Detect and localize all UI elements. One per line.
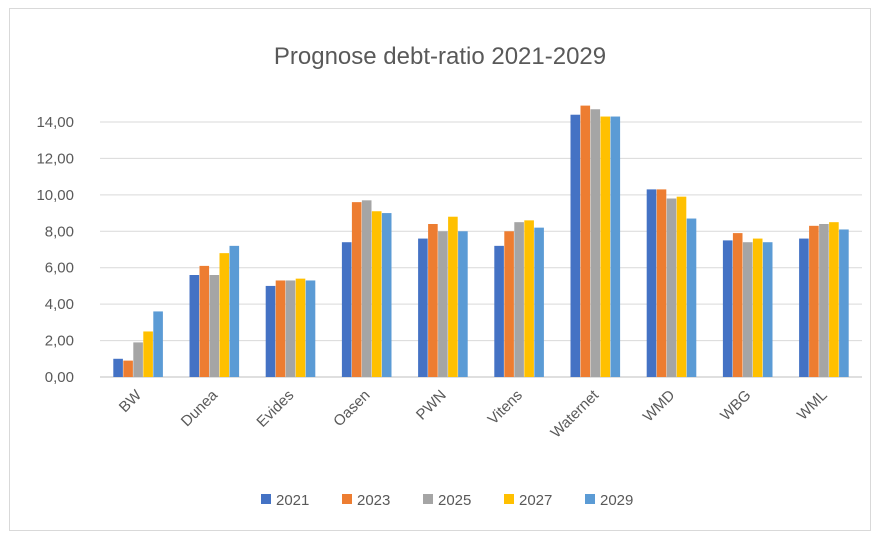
bar-vitens-2023 <box>504 231 514 377</box>
bar-waternet-2021 <box>570 114 581 377</box>
legend-swatch <box>423 494 433 504</box>
x-tick-label: Vitens <box>485 387 526 428</box>
y-tick-label: 10,00 <box>36 187 74 204</box>
bar-wml-2029 <box>839 229 849 377</box>
legend: 2021 2023 2025 2027 2029 <box>261 492 633 509</box>
bar-waternet-2027 <box>600 116 611 378</box>
bar-oasen-2029 <box>381 213 392 377</box>
x-tick-label: Waternet <box>547 386 602 441</box>
bar-wbg-2029 <box>762 242 773 377</box>
x-tick-label: PWN <box>413 387 450 424</box>
bar-dunea-2023 <box>199 265 210 377</box>
bar-oasen-2027 <box>371 211 382 377</box>
bar-wmd-2027 <box>676 196 687 377</box>
bar-wml-2027 <box>829 222 839 377</box>
bar-waternet-2025 <box>590 109 601 377</box>
legend-swatch <box>504 494 514 504</box>
y-tick-label: 12,00 <box>36 150 74 167</box>
legend-swatch <box>342 494 352 504</box>
bar-pwn-2023 <box>428 224 438 377</box>
bar-pwn-2025 <box>438 231 448 377</box>
bars <box>113 105 849 378</box>
y-tick-label: 2,00 <box>45 333 74 350</box>
x-tick-label: WBG <box>717 387 754 424</box>
y-axis-ticks: 0,00 2,00 4,00 6,00 8,00 10,00 12,00 14,00 <box>36 114 74 386</box>
bar-wmd-2025 <box>666 198 677 377</box>
bar-dunea-2025 <box>209 275 220 377</box>
bar-wbg-2025 <box>742 242 753 377</box>
y-tick-label: 0,00 <box>45 369 74 386</box>
y-tick-label: 14,00 <box>36 114 74 131</box>
legend-label: 2027 <box>519 492 552 509</box>
x-tick-label: WMD <box>640 387 679 426</box>
y-tick-label: 8,00 <box>45 223 74 240</box>
bar-bw-2023 <box>123 360 133 377</box>
bar-bw-2029 <box>153 311 163 377</box>
x-tick-label: BW <box>116 386 146 416</box>
x-tick-label: Dunea <box>178 386 222 430</box>
x-axis-ticks: BW Dunea Evides Oasen PWN Vitens Waternet WMD WB… <box>116 386 831 441</box>
bar-vitens-2027 <box>524 220 534 377</box>
bar-vitens-2025 <box>514 222 524 377</box>
bar-oasen-2021 <box>341 242 352 377</box>
bar-oasen-2025 <box>361 200 372 377</box>
x-tick-label: Evides <box>253 387 297 431</box>
bar-wml-2025 <box>819 224 829 377</box>
bar-evides-2023 <box>275 280 286 377</box>
bar-vitens-2021 <box>494 245 504 377</box>
bar-waternet-2023 <box>580 105 591 377</box>
bar-pwn-2027 <box>448 216 458 377</box>
bar-pwn-2021 <box>418 238 428 377</box>
bar-evides-2025 <box>285 280 296 377</box>
bar-waternet-2029 <box>610 116 621 378</box>
bar-evides-2021 <box>265 285 276 377</box>
bar-dunea-2029 <box>229 245 240 377</box>
chart-title: Prognose debt-ratio 2021-2029 <box>273 43 607 70</box>
legend-label: 2023 <box>357 492 390 509</box>
legend-label: 2025 <box>438 492 471 509</box>
x-tick-label: WML <box>794 387 831 424</box>
x-tick-label: Oasen <box>330 387 373 430</box>
bar-pwn-2029 <box>458 231 468 377</box>
bar-bw-2021 <box>113 358 123 377</box>
legend-swatch <box>261 494 271 504</box>
bar-wml-2021 <box>799 238 809 377</box>
y-tick-label: 4,00 <box>45 296 74 313</box>
bar-wbg-2023 <box>732 233 743 377</box>
bar-oasen-2023 <box>351 202 362 377</box>
bar-wmd-2023 <box>656 189 667 377</box>
legend-label: 2029 <box>600 492 633 509</box>
bar-dunea-2027 <box>219 253 230 377</box>
bar-wbg-2021 <box>722 240 733 377</box>
bar-evides-2029 <box>305 280 316 377</box>
bar-wml-2023 <box>809 225 819 377</box>
y-tick-label: 6,00 <box>45 260 74 277</box>
bar-wbg-2027 <box>752 238 763 377</box>
bar-wmd-2021 <box>646 189 657 377</box>
legend-swatch <box>585 494 595 504</box>
bar-wmd-2029 <box>686 218 697 377</box>
bar-evides-2027 <box>295 278 306 377</box>
bar-bw-2027 <box>143 331 153 377</box>
bar-bw-2025 <box>133 342 143 377</box>
bar-vitens-2029 <box>534 227 544 377</box>
bar-dunea-2021 <box>189 275 200 377</box>
legend-label: 2021 <box>276 492 309 509</box>
